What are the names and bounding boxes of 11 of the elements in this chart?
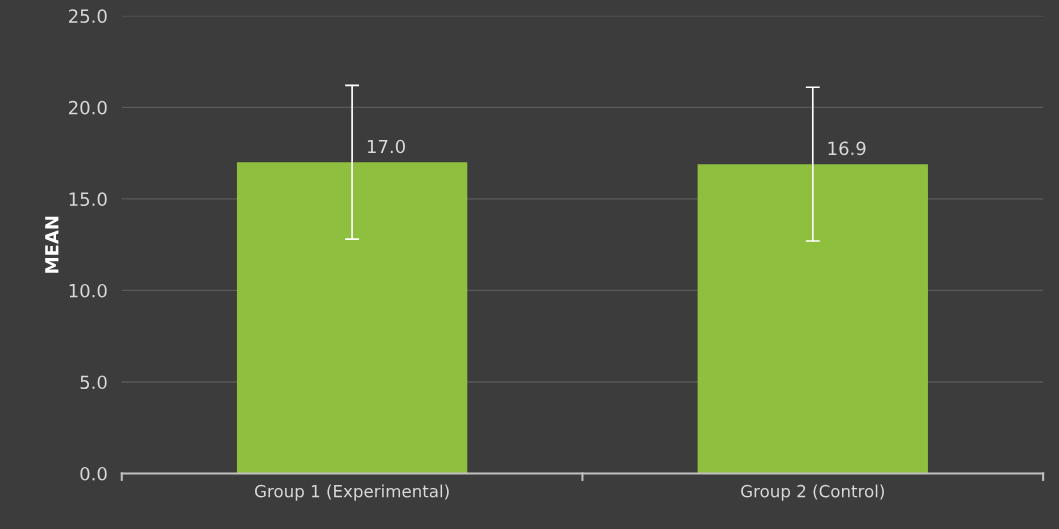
y-tick-label: 10.0 [69,283,107,298]
y-tick-label: 5.0 [80,375,107,390]
y-axis-title: MEAN [45,216,59,273]
data-label: 16.9 [828,141,866,156]
y-tick-label: 15.0 [69,192,107,207]
y-tick-label: 25.0 [69,9,107,23]
x-tick-label: Group 2 (Control) [741,484,884,501]
y-tick-label: 20.0 [69,100,107,115]
x-tick-label: Group 1 (Experimental) [255,484,449,501]
y-tick-label: 0.0 [80,466,107,481]
data-label: 17.0 [367,139,405,154]
